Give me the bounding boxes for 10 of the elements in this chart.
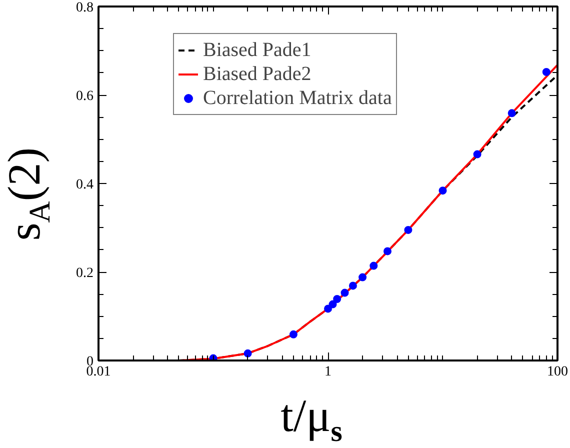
legend-label: Correlation Matrix data [203, 86, 392, 110]
legend-label: Biased Pade1 [203, 38, 312, 62]
y-tick-label: 0.8 [76, 0, 94, 16]
y-tick-label: 0.6 [76, 89, 94, 104]
x-tick-label: 1 [324, 364, 332, 380]
y-tick-label: 0.2 [76, 266, 94, 281]
y-tick-label: 0.4 [76, 178, 94, 192]
x-axis-title: t/μ$_{s}$ [280, 390, 342, 448]
x-tick-label: 100 [547, 364, 568, 380]
legend-label: Biased Pade2 [203, 62, 312, 86]
